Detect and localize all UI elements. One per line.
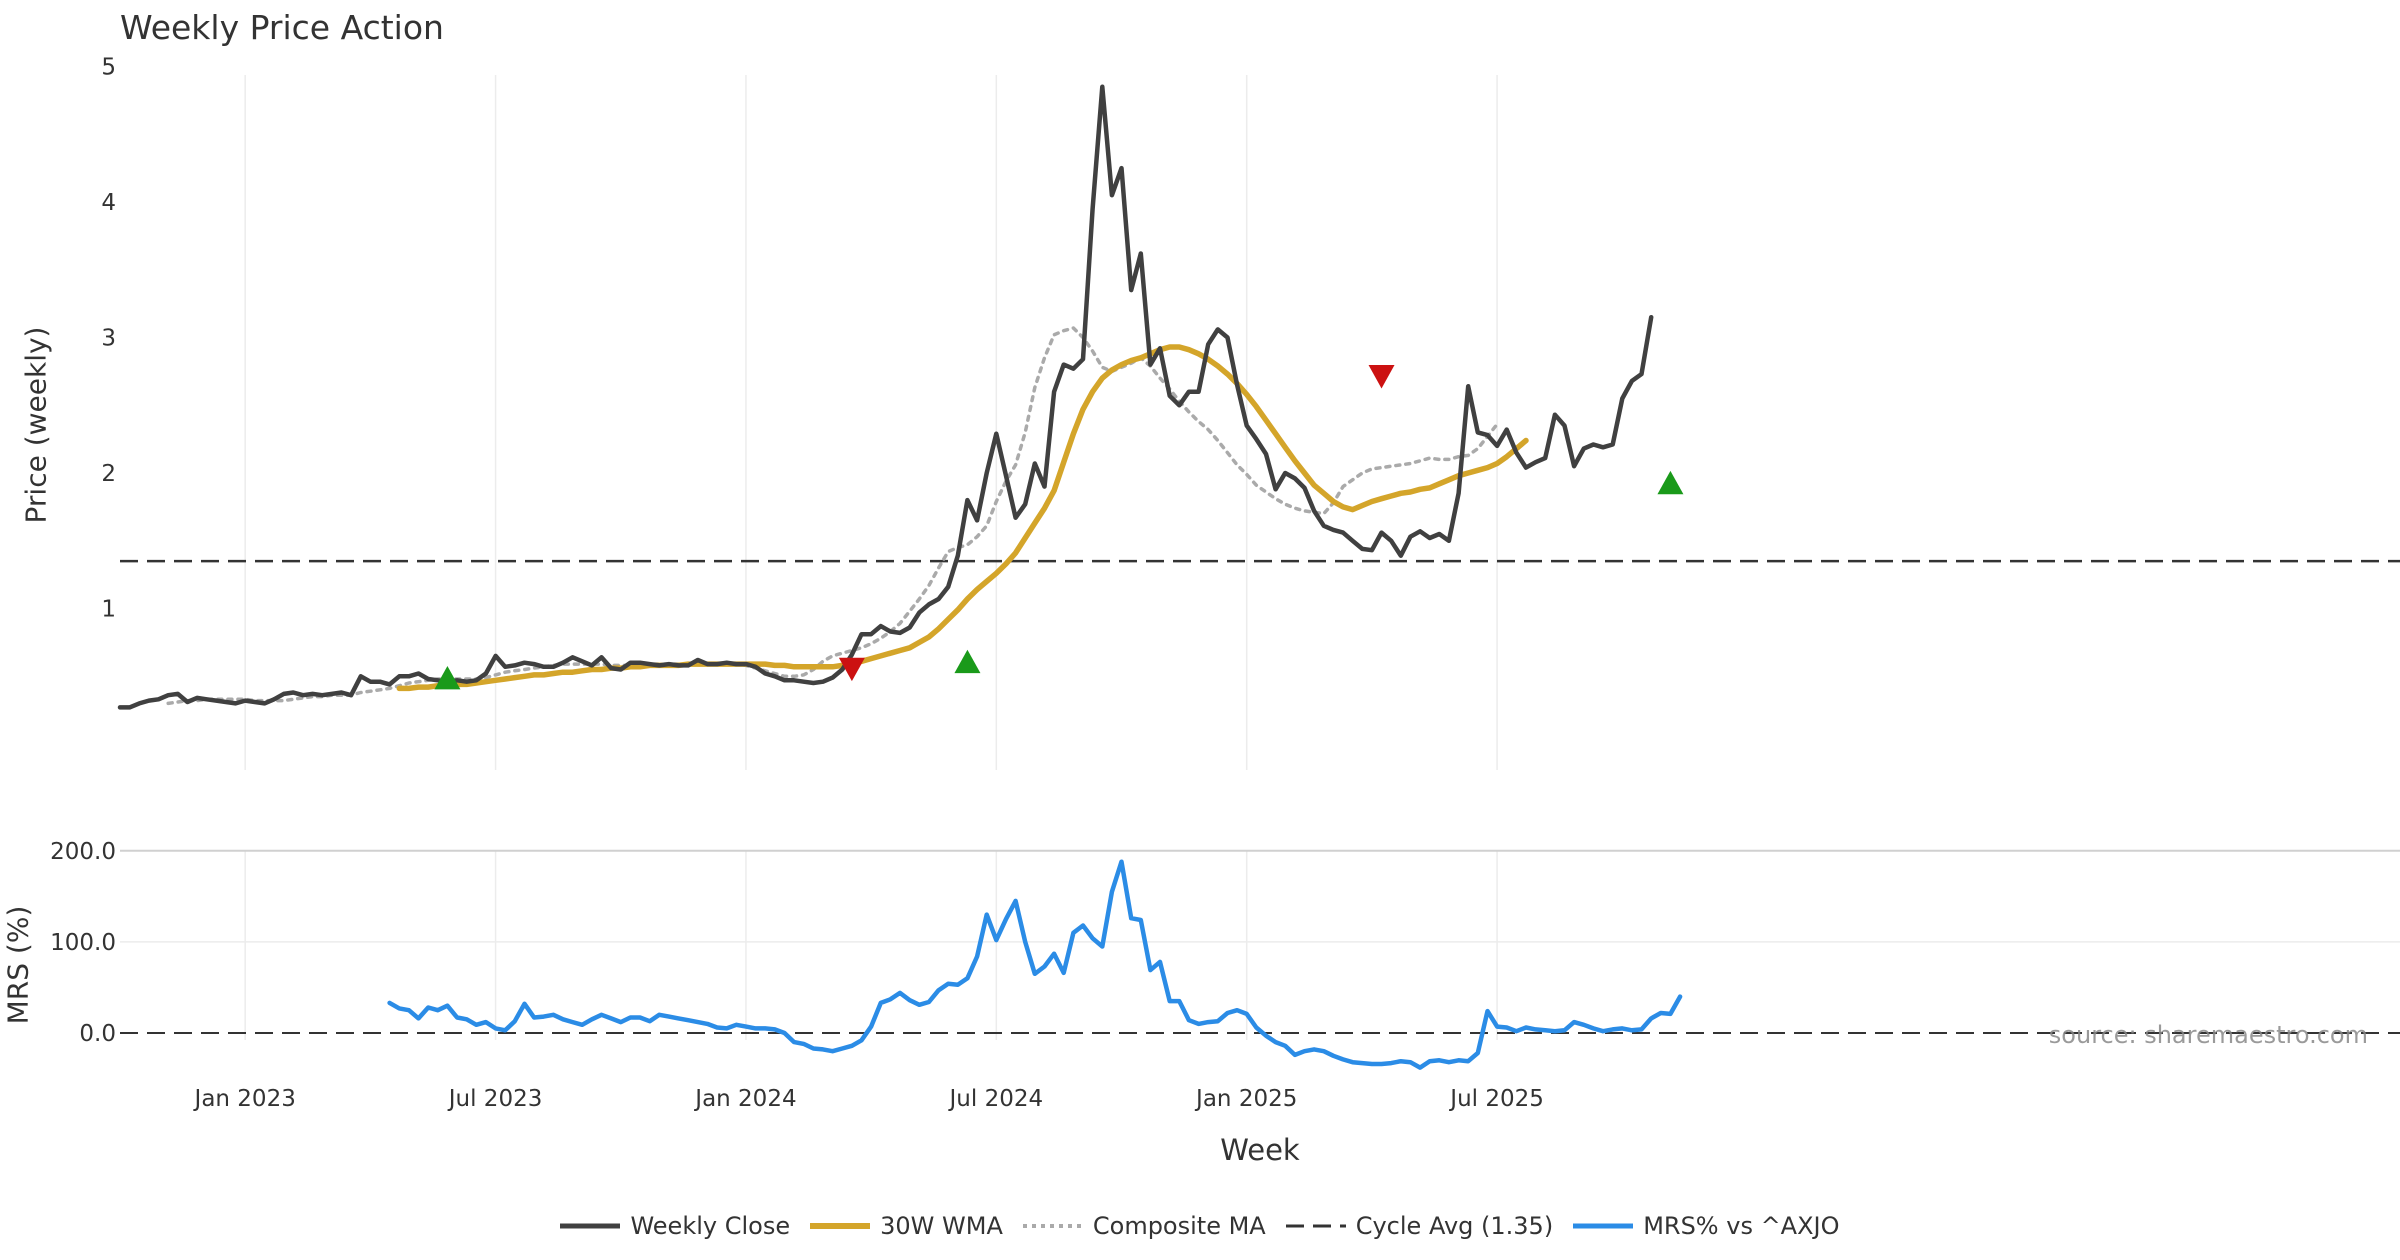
price-y-tick-label: 3	[101, 326, 116, 352]
x-tick-label: Jul 2025	[1448, 1086, 1544, 1112]
weekly-close-line	[117, 84, 1654, 710]
legend-swatch-cycle-avg	[1285, 1224, 1346, 1228]
price-y-tick-label: 4	[101, 190, 116, 216]
mrs-y-tick-label: 0.0	[79, 1021, 116, 1047]
sell-signal-marker	[1368, 365, 1395, 389]
legend-label-weekly-close: Weekly Close	[630, 1212, 791, 1240]
legend-swatch-weekly-close	[560, 1223, 621, 1229]
legend: Weekly Close 30W WMA Composite MA Cycle …	[0, 1212, 2400, 1240]
mrs-line	[387, 859, 1683, 1070]
sell-signal-marker	[838, 657, 865, 682]
x-tick-label: Jul 2024	[948, 1086, 1044, 1112]
price-y-tick-label: 2	[101, 461, 116, 487]
price-y-tick-label: 5	[101, 55, 116, 81]
wma-30w-line	[396, 344, 1529, 692]
legend-item-cycle-avg: Cycle Avg (1.35)	[1285, 1212, 1554, 1240]
legend-label-cycle-avg: Cycle Avg (1.35)	[1355, 1212, 1554, 1240]
chart-plot-area: Jan 2023 Jul 2023 Jan 2024 Jul 2024 Jan 2025…	[50, 55, 2400, 1112]
legend-label-30w-wma: 30W WMA	[880, 1212, 1003, 1240]
legend-item-composite-ma: Composite MA	[1022, 1212, 1266, 1240]
mrs-y-tick-label: 200.0	[50, 839, 116, 865]
composite-ma-line	[166, 326, 1499, 706]
legend-item-mrs: MRS% vs ^AXJO	[1573, 1212, 1840, 1240]
buy-signal-marker	[1657, 470, 1684, 495]
legend-label-mrs: MRS% vs ^AXJO	[1643, 1212, 1840, 1240]
buy-signal-marker	[434, 665, 461, 690]
legend-item-30w-wma: 30W WMA	[810, 1212, 1003, 1240]
x-tick-label: Jan 2025	[1194, 1086, 1297, 1112]
chart-title: Weekly Price Action	[120, 8, 444, 47]
mrs-y-tick-label: 100.0	[50, 930, 116, 956]
price-y-tick-label: 1	[101, 597, 116, 623]
legend-item-weekly-close: Weekly Close	[560, 1212, 790, 1240]
legend-label-composite-ma: Composite MA	[1092, 1212, 1266, 1240]
buy-signal-marker	[954, 649, 981, 674]
x-tick-label: Jul 2023	[447, 1086, 543, 1112]
source-annotation: source: sharemaestro.com	[2049, 1021, 2368, 1049]
x-tick-label: Jan 2023	[193, 1086, 296, 1112]
legend-swatch-30w-wma	[810, 1223, 871, 1229]
legend-swatch-mrs	[1573, 1223, 1634, 1229]
legend-swatch-composite-ma	[1022, 1224, 1083, 1228]
x-axis-label: Week	[1220, 1133, 1300, 1167]
x-tick-label: Jan 2024	[693, 1086, 796, 1112]
